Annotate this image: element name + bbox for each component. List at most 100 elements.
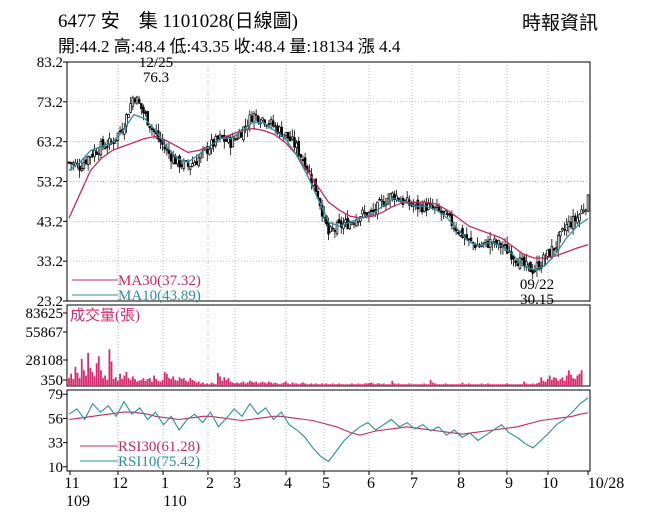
volume-bar [114, 377, 117, 386]
volume-bar [399, 384, 402, 386]
volume-bar [104, 375, 107, 386]
candle-body [278, 126, 281, 133]
candle-body [129, 103, 132, 113]
candle-body [103, 147, 107, 150]
candle-body [335, 222, 339, 235]
price-axis-tick-label: 73.2 [37, 95, 63, 111]
volume-bar [353, 384, 355, 386]
volume-bar [216, 372, 219, 386]
volume-bar [157, 380, 160, 386]
x-axis-month-label: 3 [233, 475, 241, 492]
candle-body [182, 160, 186, 169]
rsi10-legend-label: RSI10(75.42) [118, 454, 200, 470]
volume-bar [78, 378, 81, 386]
volume-bar [76, 372, 79, 386]
volume-bar [199, 383, 202, 386]
volume-bar [448, 384, 451, 386]
volume-bar [178, 377, 181, 386]
candle-body [261, 117, 264, 121]
volume-bar [357, 383, 360, 386]
volume-bar [72, 379, 75, 386]
candle-body [565, 223, 568, 232]
volume-bar [227, 378, 230, 386]
candle-body [254, 114, 258, 117]
volume-bar [231, 382, 234, 386]
volume-bar [433, 383, 436, 386]
candle-body [350, 222, 354, 225]
candle-body [331, 227, 335, 230]
x-axis-month-label: 8 [457, 475, 465, 492]
volume-bar [248, 380, 251, 386]
candle-body [340, 220, 343, 228]
volume-bar [472, 384, 475, 386]
volume-bar [565, 375, 568, 386]
volume-bar [385, 384, 387, 386]
candle-body [503, 244, 507, 246]
volume-bar [404, 384, 406, 386]
volume-bar [455, 384, 458, 386]
candle-body [516, 263, 520, 267]
candle-body [552, 247, 556, 251]
candle-body [233, 138, 237, 141]
rsi-axis-tick-label: 10 [48, 460, 63, 476]
volume-bar [259, 382, 262, 386]
x-axis-month-label: 7 [410, 475, 418, 492]
volume-bar [229, 381, 232, 386]
volume-bar [533, 384, 536, 386]
volume-bar [470, 384, 472, 386]
volume-bar [253, 382, 255, 386]
candle-body [235, 138, 239, 141]
candle-body [533, 270, 537, 273]
volume-bar [446, 384, 449, 386]
high-value-label: 76.3 [143, 70, 169, 86]
candle-body [144, 111, 147, 114]
volume-bar [191, 379, 194, 386]
low-date-label: 09/22 [520, 277, 554, 293]
volume-bar [246, 382, 249, 386]
volume-bar [240, 382, 243, 386]
x-axis-month-label: 12 [112, 475, 128, 492]
volume-bar [578, 373, 581, 386]
volume-bar [291, 382, 294, 386]
volume-bar [548, 375, 551, 386]
volume-bar [134, 379, 136, 386]
volume-bar [91, 372, 94, 386]
ma10-legend-label: MA10(43.89) [118, 288, 201, 304]
volume-bar [557, 380, 560, 386]
volume-bar [108, 349, 111, 386]
x-axis-year-label: 109 [66, 493, 90, 510]
candle-body [580, 209, 583, 214]
volume-bar [234, 383, 236, 386]
candle-body [578, 214, 581, 222]
candle-body [548, 249, 551, 257]
candle-body [433, 206, 437, 209]
price-stats: 開:44.2 高:48.4 低:43.35 收:48.4 量:18134 漲 4… [58, 37, 401, 56]
volume-bar [414, 384, 417, 386]
candle-body [329, 226, 332, 233]
volume-bar [274, 382, 277, 386]
volume-bar [180, 379, 183, 386]
volume-bar [206, 383, 209, 386]
candle-body [67, 161, 71, 164]
volume-axis-tick-label: 28108 [26, 353, 64, 369]
volume-bar [536, 383, 538, 386]
volume-bar [580, 370, 583, 386]
candle-body [252, 113, 256, 123]
source-label: 時報資訊 [521, 13, 598, 34]
volume-bar [395, 384, 398, 386]
candle-body [446, 213, 449, 216]
volume-bar [436, 384, 438, 386]
volume-bar [457, 384, 460, 386]
volume-bar [540, 377, 543, 386]
volume-bar [265, 383, 268, 386]
candle-body [361, 209, 364, 215]
volume-bar [391, 380, 394, 386]
volume-bar [161, 379, 164, 386]
candle-body [169, 153, 173, 162]
volume-bar [297, 384, 300, 386]
candle-body [180, 164, 183, 167]
volume-bar [355, 384, 358, 386]
candle-body [293, 137, 296, 148]
x-axis-month-label: 2 [206, 475, 214, 492]
candle-body [488, 239, 492, 248]
